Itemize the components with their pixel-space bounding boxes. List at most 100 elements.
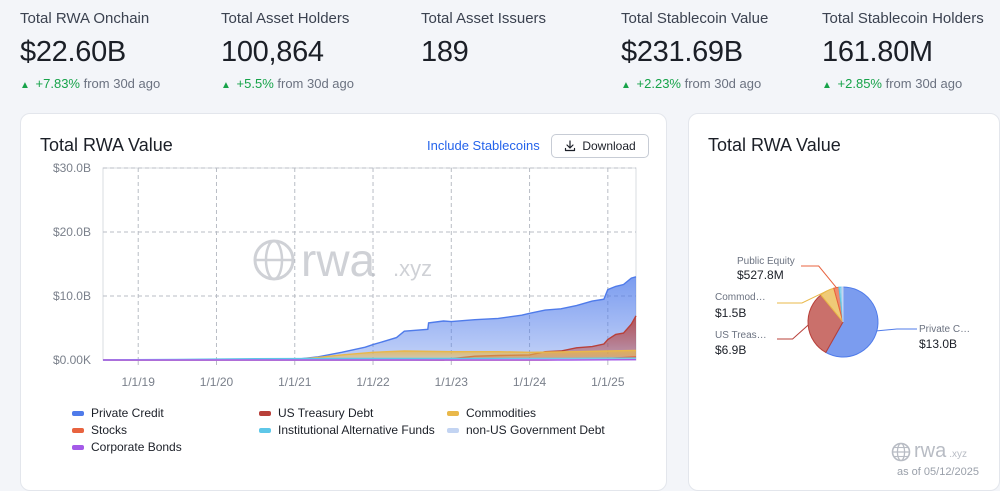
pie-slice-name: Commod… xyxy=(715,292,766,303)
legend-item-stocks[interactable]: Stocks xyxy=(72,423,127,437)
stats-row: Total RWA Onchain $22.60B ▲ +7.83% from … xyxy=(0,0,1000,100)
x-tick-label: 1/1/25 xyxy=(591,375,625,389)
pie-leader-line xyxy=(777,324,809,340)
logo-text: rwa xyxy=(914,440,947,462)
stat-change-pct: +7.83% xyxy=(35,76,80,91)
legend-label: Stocks xyxy=(91,423,128,437)
x-tick-label: 1/1/20 xyxy=(200,375,234,389)
stat-change-pct: +5.5% xyxy=(236,76,274,91)
pie-slice-value: $6.9B xyxy=(715,343,746,357)
legend-swatch xyxy=(72,427,84,433)
x-tick-label: 1/1/21 xyxy=(278,375,312,389)
pie-slice-name: US Treas… xyxy=(715,330,767,341)
legend-item-private-credit[interactable]: Private Credit xyxy=(72,406,164,420)
area-commodities[interactable] xyxy=(103,350,636,360)
stat-label: Total RWA Onchain xyxy=(20,10,150,27)
pie-leader-line xyxy=(777,290,828,304)
pie-slice-private-credit[interactable] xyxy=(825,286,879,358)
include-stablecoins-link[interactable]: Include Stablecoins xyxy=(427,138,540,153)
download-label: Download xyxy=(582,139,636,153)
legend-label: non-US Government Debt xyxy=(466,423,605,437)
legend-item-us-treasury-debt[interactable]: US Treasury Debt xyxy=(259,406,373,420)
stat-value: 161.80M xyxy=(822,36,933,68)
pie-slice-name: Public Equity xyxy=(737,256,795,267)
stat-change-pct: +2.85% xyxy=(837,76,882,91)
legend-swatch xyxy=(447,427,459,433)
stat-change-suffix: from 30d ago xyxy=(277,76,354,91)
up-triangle-icon: ▲ xyxy=(621,80,631,91)
card-title: Total RWA Value xyxy=(40,135,173,155)
legend-swatch xyxy=(259,410,271,416)
logo-ext: .xyz xyxy=(949,449,968,460)
as-of-date: as of 05/12/2025 xyxy=(897,466,979,478)
stat-total-rwa-onchain: Total RWA Onchain $22.60B ▲ +7.83% from … xyxy=(20,10,160,91)
stat-label: Total Asset Issuers xyxy=(421,10,547,27)
stat-label: Total Stablecoin Holders xyxy=(822,10,984,27)
watermark-ext: .xyz xyxy=(393,256,432,281)
pie-slice-value: $1.5B xyxy=(715,306,746,320)
pie-slice-value: $13.0B xyxy=(919,337,957,351)
y-tick-label: $20.0B xyxy=(53,225,91,239)
x-tick-label: 1/1/23 xyxy=(435,375,469,389)
rwa-value-pie-card: Private C… $13.0B US Treas… $6.9B Commod… $1.… xyxy=(688,113,1000,491)
card-title: Total RWA Value xyxy=(708,135,841,155)
area-chart: $0.00K $10.0B $20.0B $30.0B 1/1/19 1/1/20 1/1/… xyxy=(53,161,637,389)
y-tick-label: $30.0B xyxy=(53,161,91,175)
legend-item-commodities[interactable]: Commodities xyxy=(447,406,536,420)
stat-value: $231.69B xyxy=(621,36,743,68)
stat-change-pct: +2.23% xyxy=(636,76,681,91)
rwa-logo: rwa .xyz xyxy=(891,440,967,463)
pie-leader-line xyxy=(801,265,837,288)
rwa-value-chart-card: $0.00K $10.0B $20.0B $30.0B 1/1/19 1/1/20 1/1/… xyxy=(20,113,667,491)
legend-swatch xyxy=(72,410,84,416)
legend-label: Commodities xyxy=(466,406,537,420)
legend-label: US Treasury Debt xyxy=(278,406,374,420)
up-triangle-icon: ▲ xyxy=(221,80,231,91)
up-triangle-icon: ▲ xyxy=(822,80,832,91)
stat-change: ▲ +7.83% from 30d ago xyxy=(20,76,160,91)
legend-swatch xyxy=(447,410,459,416)
area-private-credit[interactable] xyxy=(103,276,636,360)
globe-icon xyxy=(891,442,911,461)
pie-slice-non-us-gov[interactable] xyxy=(841,286,844,323)
pie-chart: Private C… $13.0B US Treas… $6.9B Commod… $1.… xyxy=(715,256,970,358)
download-button[interactable]: Download xyxy=(551,134,649,158)
stat-change-suffix: from 30d ago xyxy=(684,76,762,91)
legend-label: Institutional Alternative Funds xyxy=(278,423,435,437)
stat-change: ▲ +2.85% from 30d ago xyxy=(822,76,984,91)
x-tick-label: 1/1/22 xyxy=(356,375,390,389)
stat-value: 189 xyxy=(421,36,469,68)
legend-label: Private Credit xyxy=(91,406,164,420)
stat-value: 100,864 xyxy=(221,36,324,68)
y-tick-label: $10.0B xyxy=(53,289,91,303)
line-private-credit xyxy=(103,276,637,361)
pie-leader-line xyxy=(876,328,917,332)
pie-slice-us-treasury[interactable] xyxy=(807,294,844,354)
legend-label: Corporate Bonds xyxy=(91,440,182,454)
pie-slice-value: $527.8M xyxy=(737,268,784,282)
chart-legend: Private Credit US Treasury Debt Commodit… xyxy=(72,406,632,466)
x-tick-label: 1/1/24 xyxy=(513,375,547,389)
pie-slice-name: Private C… xyxy=(919,324,970,335)
stat-total-asset-issuers: Total Asset Issuers 189 xyxy=(421,10,546,69)
stat-label: Total Asset Holders xyxy=(221,10,350,27)
stat-total-stablecoin-value: Total Stablecoin Value $231.69B ▲ +2.23%… xyxy=(621,10,768,91)
up-triangle-icon: ▲ xyxy=(20,80,30,91)
legend-item-corporate-bonds[interactable]: Corporate Bonds xyxy=(72,440,182,454)
stat-change-suffix: from 30d ago xyxy=(885,76,963,91)
stat-value: $22.60B xyxy=(20,36,126,68)
download-icon xyxy=(565,140,576,152)
stat-total-stablecoin-holders: Total Stablecoin Holders 161.80M ▲ +2.85… xyxy=(822,10,984,91)
watermark-text: rwa xyxy=(301,234,376,286)
legend-item-non-us-government-debt[interactable]: non-US Government Debt xyxy=(447,423,605,437)
stat-total-asset-holders: Total Asset Holders 100,864 ▲ +5.5% from… xyxy=(221,10,354,91)
legend-swatch xyxy=(259,427,271,433)
stat-label: Total Stablecoin Value xyxy=(621,10,769,27)
y-tick-label: $0.00K xyxy=(53,353,91,367)
stat-change-suffix: from 30d ago xyxy=(83,76,161,91)
legend-item-institutional-alternative-funds[interactable]: Institutional Alternative Funds xyxy=(259,423,435,437)
stat-change: ▲ +5.5% from 30d ago xyxy=(221,76,354,91)
stat-change: ▲ +2.23% from 30d ago xyxy=(621,76,768,91)
watermark: rwa .xyz xyxy=(253,234,432,286)
x-tick-label: 1/1/19 xyxy=(122,375,156,389)
